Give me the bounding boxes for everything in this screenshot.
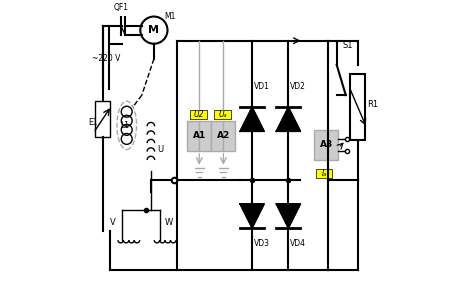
Bar (187, 121, 211, 151)
Text: E1: E1 (89, 118, 98, 127)
Text: U: U (157, 145, 163, 154)
Bar (316, 169, 332, 178)
Text: VD4: VD4 (290, 239, 306, 248)
Text: Uₐ: Uₐ (219, 110, 227, 119)
Polygon shape (276, 204, 301, 228)
Text: Iₐ: Iₐ (321, 169, 327, 178)
Text: A2: A2 (217, 132, 230, 140)
Text: A3: A3 (319, 140, 333, 149)
Text: U2: U2 (193, 110, 204, 119)
Text: R1: R1 (367, 100, 378, 109)
Polygon shape (276, 107, 301, 132)
Text: VD2: VD2 (290, 82, 306, 91)
Text: W: W (165, 217, 173, 226)
Text: L1: L1 (121, 121, 130, 130)
Text: A1: A1 (192, 132, 206, 140)
Polygon shape (240, 204, 264, 228)
Text: S1: S1 (343, 41, 353, 50)
Text: V: V (110, 217, 116, 226)
Text: ~220 V: ~220 V (92, 54, 120, 63)
Text: M1: M1 (164, 12, 175, 21)
Text: QF1: QF1 (114, 3, 129, 12)
Bar (190, 110, 207, 119)
Text: VD1: VD1 (254, 82, 270, 91)
Bar (95, 101, 110, 137)
Text: M: M (148, 25, 159, 35)
Bar (214, 110, 231, 119)
Bar (350, 74, 365, 140)
Text: VD3: VD3 (254, 239, 270, 248)
Polygon shape (240, 107, 264, 132)
Bar (314, 130, 338, 160)
Bar (211, 121, 236, 151)
